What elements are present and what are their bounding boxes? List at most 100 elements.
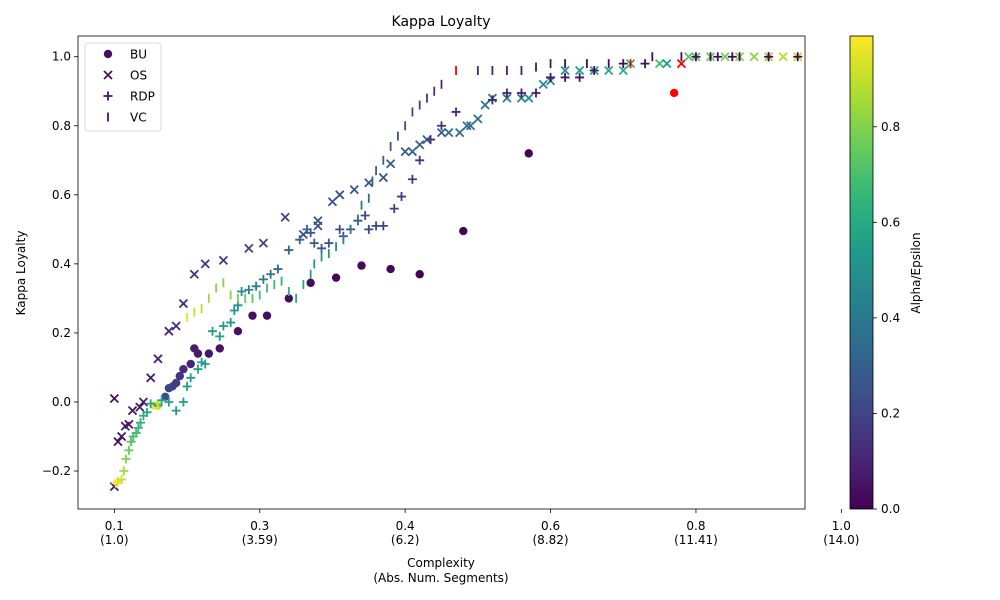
x-tick-label: (6.2) (391, 533, 419, 547)
data-point-rdp (317, 243, 327, 253)
data-point-bu (459, 226, 468, 236)
data-point-rdp (124, 445, 134, 455)
data-point-bu (524, 149, 533, 158)
data-point-rdp (237, 286, 247, 296)
data-point-bu (171, 378, 181, 388)
data-point-os (258, 238, 269, 248)
data-point-rdp (133, 423, 143, 433)
colorbar-ticks: 0.0 0.2 0.4 0.6 0.8 (873, 120, 900, 516)
colorbar-gradient (850, 36, 873, 509)
data-point-bu (215, 344, 224, 353)
data-point-os (171, 321, 181, 331)
data-point-os (618, 65, 628, 76)
data-point-os (778, 52, 788, 62)
legend-label-vc: VC (130, 111, 147, 125)
data-point-rdp (258, 274, 268, 284)
y-tick-label: 0.6 (52, 188, 71, 202)
data-point-os (127, 405, 138, 416)
data-point-rdp (335, 224, 345, 234)
data-point-os (135, 402, 145, 412)
data-point-os (465, 121, 476, 131)
data-point-rdp (451, 107, 461, 117)
data-point-os (604, 65, 614, 76)
data-point-rdp (575, 72, 585, 82)
x-tick-label: 0.3 (250, 519, 269, 533)
data-point-bu (248, 311, 257, 320)
data-point-rdp (226, 318, 236, 328)
x-tick-label: (14.0) (823, 533, 859, 547)
data-point-rdp (407, 174, 417, 184)
data-point-bu (386, 264, 395, 274)
data-point-os (189, 269, 199, 279)
data-point-rdp (119, 466, 129, 476)
data-point-rdp (186, 373, 196, 383)
marks-layer (109, 52, 803, 492)
x-tick-label: 0.4 (396, 519, 415, 533)
data-point-rdp (364, 224, 374, 234)
data-point-rdp (415, 155, 425, 165)
data-point-bu (186, 359, 195, 369)
data-point-os (400, 147, 410, 157)
data-point-os (407, 147, 418, 157)
data-point-bu (233, 326, 243, 336)
x-tick-label: (11.41) (674, 533, 718, 547)
data-point-rdp (531, 88, 541, 98)
data-point-os (378, 172, 388, 183)
x-axis: 0.1(1.0) 0.3(3.59) 0.4(6.2) 0.6(8.82) 0.8(11… (100, 509, 859, 547)
y-tick-label: 1.0 (52, 50, 71, 64)
data-point-rdp (589, 66, 599, 76)
data-point-rdp (284, 245, 294, 255)
data-point-os (113, 437, 123, 447)
x-tick-label: (8.82) (533, 533, 569, 547)
data-point-rdp (126, 437, 136, 447)
data-point-os (298, 229, 309, 240)
data-point-rdp (117, 475, 127, 485)
colorbar-tick-label: 0.0 (881, 502, 900, 516)
data-point-rdp (560, 72, 570, 82)
legend-label-rdp: RDP (130, 90, 155, 104)
x-axis-label-line-2: (Abs. Num. Segments) (373, 571, 508, 585)
data-point-rdp (502, 88, 512, 98)
data-point-rdp (193, 364, 203, 374)
data-point-os (244, 243, 254, 253)
data-point-rdp (142, 407, 152, 417)
colorbar-frame (849, 35, 874, 510)
data-point-bu (331, 273, 341, 282)
data-point-rdp (164, 397, 174, 407)
data-point-os (280, 212, 290, 222)
colorbar-label: Alpha/Epsilon (909, 232, 923, 313)
data-point-rdp (640, 59, 650, 69)
data-point-os (480, 100, 490, 110)
legend-label-bu: BU (130, 48, 147, 62)
y-tick-label: −0.2 (42, 464, 71, 478)
data-point-os (349, 185, 359, 195)
x-axis-label-line-1: Complexity (407, 556, 475, 570)
data-point-rdp (324, 238, 334, 248)
colorbar-tick-label: 0.8 (881, 120, 900, 134)
data-point-rdp (295, 235, 305, 245)
data-point-rdp (131, 428, 141, 438)
data-point-os (462, 121, 472, 131)
data-point-os (164, 326, 174, 336)
data-point-os (153, 354, 163, 364)
data-point-os (218, 255, 229, 266)
data-point-rdp (389, 204, 399, 214)
x-tick-label: (3.59) (242, 533, 278, 547)
data-point-os (200, 259, 210, 269)
data-point-bu (262, 311, 272, 320)
data-point-rdp (146, 399, 156, 409)
data-point-rdp (306, 228, 316, 238)
data-point-rdp (360, 211, 370, 221)
data-point-os (560, 65, 570, 76)
data-point-os (178, 298, 189, 309)
data-point-rdp (273, 264, 283, 274)
y-tick-label: 0.4 (52, 257, 71, 271)
colorbar-tick-label: 0.2 (881, 406, 900, 420)
data-point-rdp (251, 281, 261, 291)
data-point-bu (415, 270, 424, 279)
data-point-rdp (207, 326, 217, 336)
data-point-os (385, 159, 396, 169)
data-point-rdp (516, 88, 526, 98)
data-point-bu (161, 392, 170, 401)
